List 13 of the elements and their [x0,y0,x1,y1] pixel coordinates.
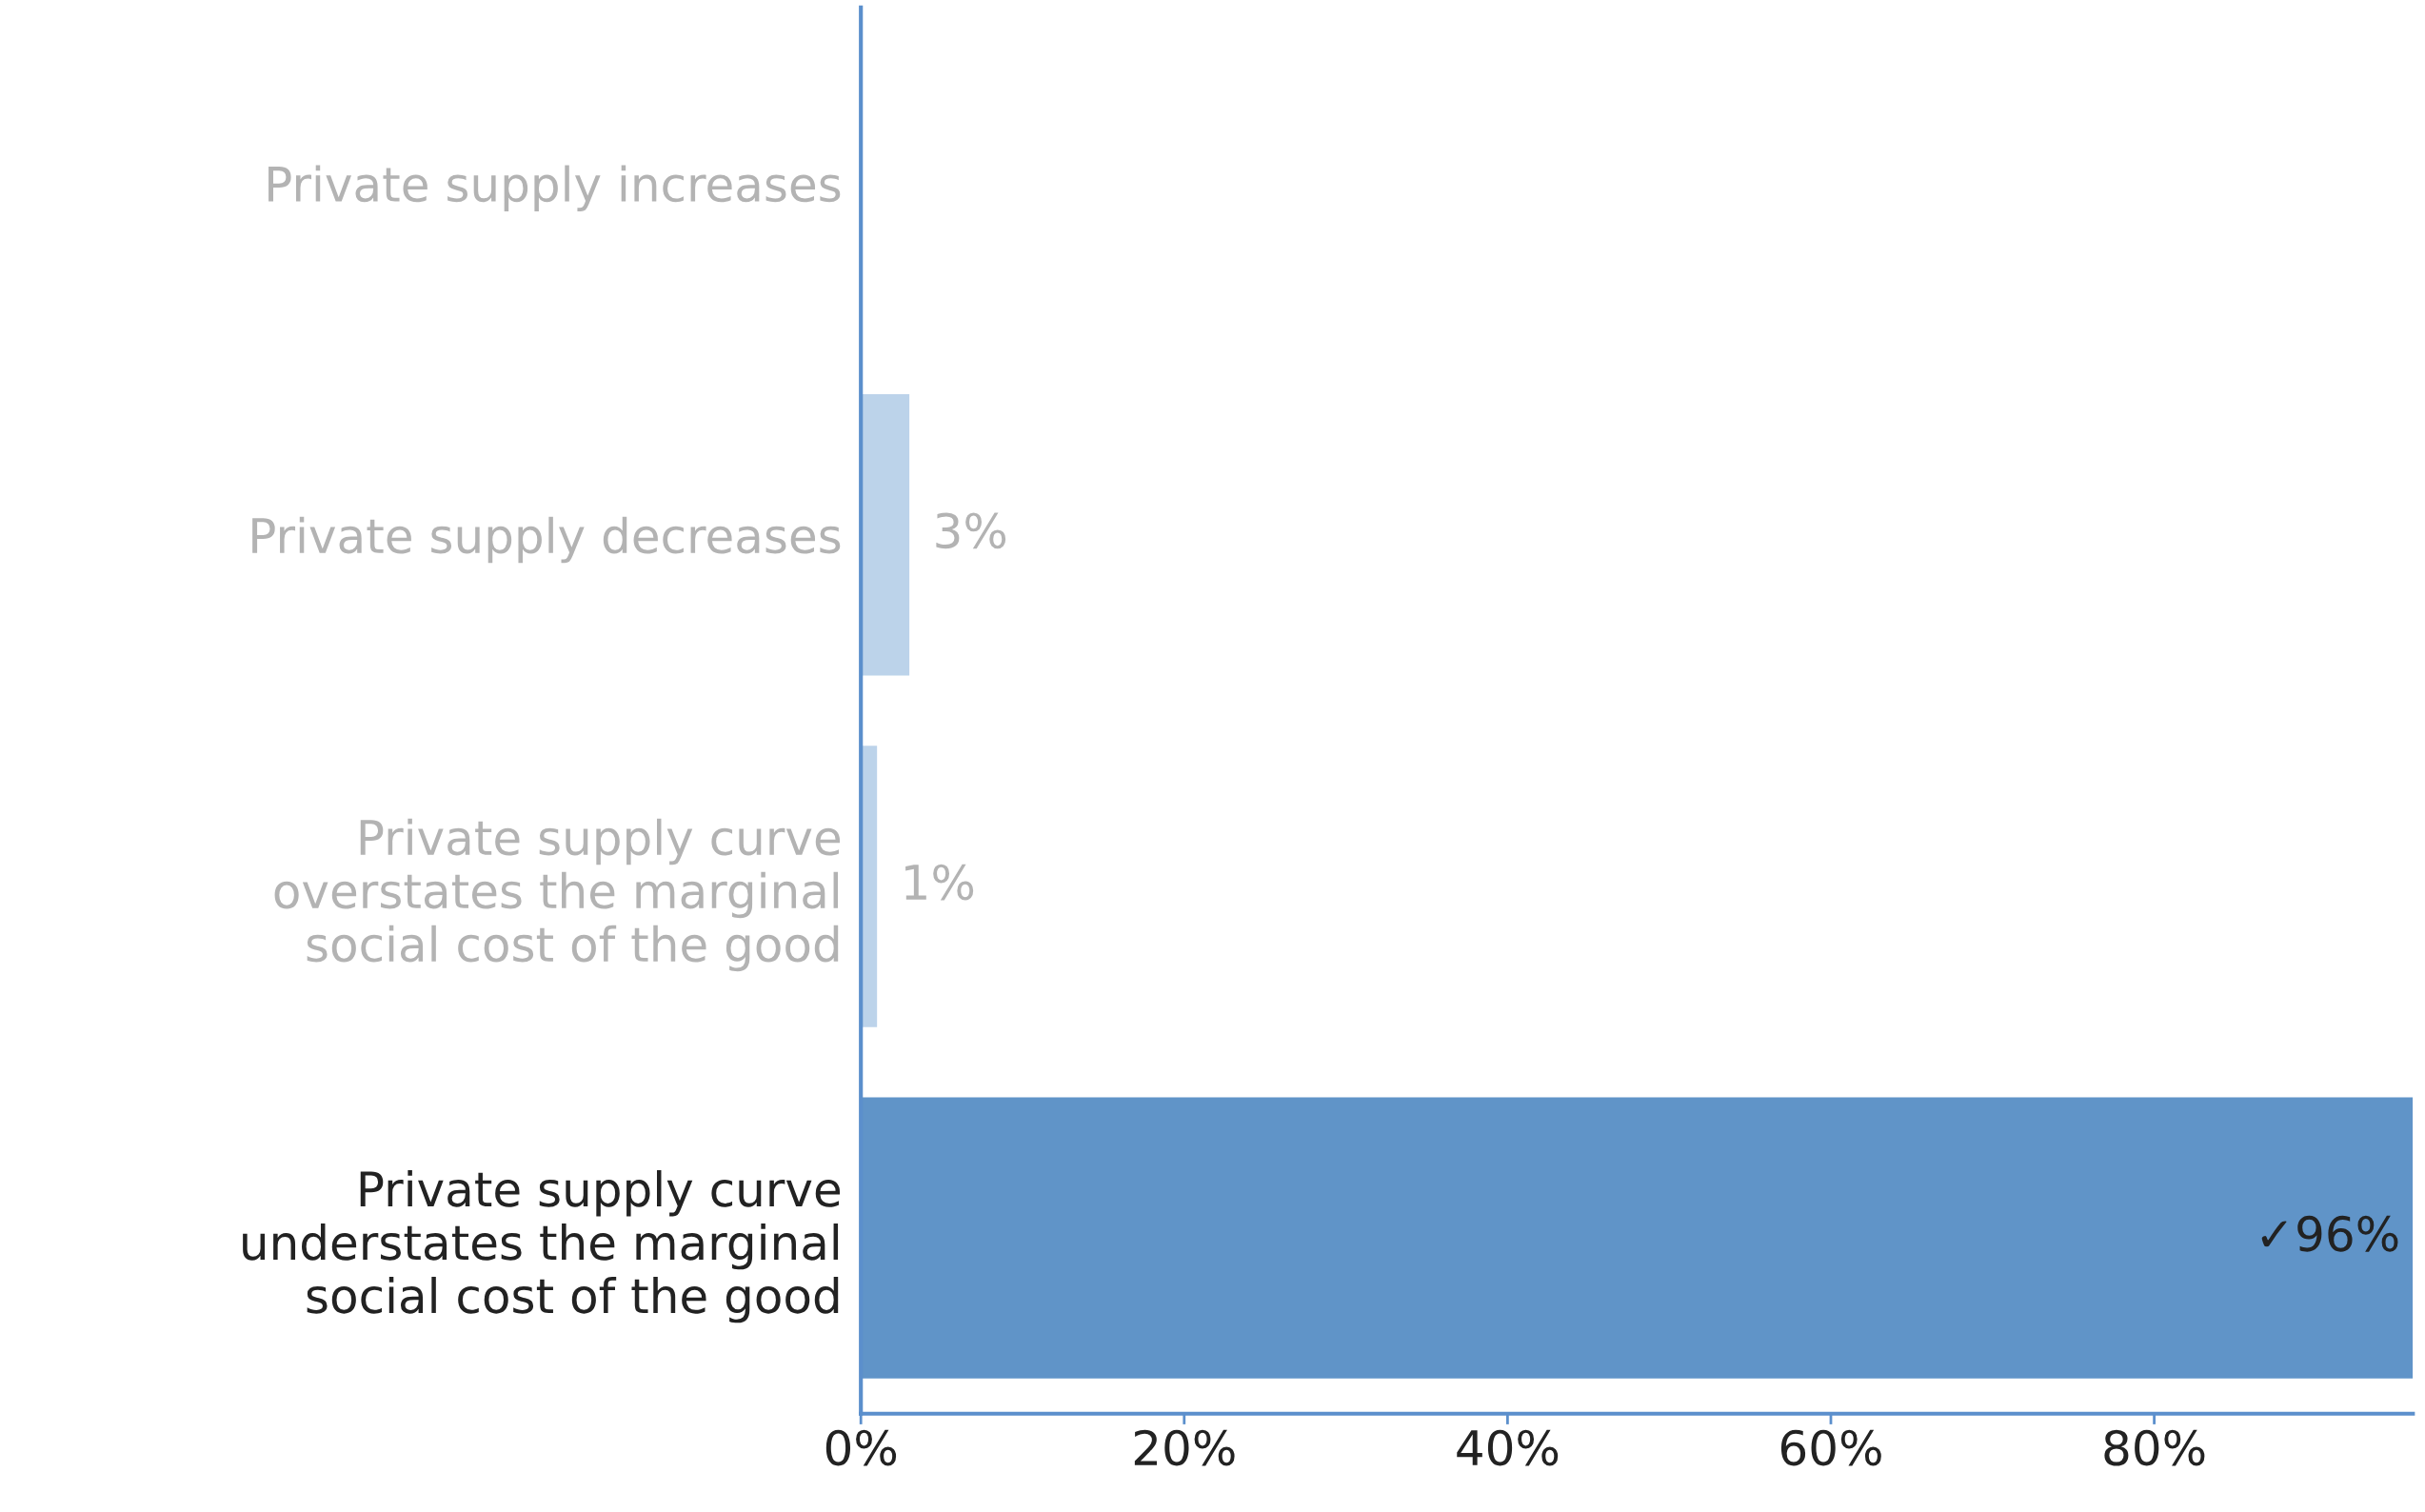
y-tick-label: Private supply decreases [252,516,841,564]
y-tick-label: Private supply curve overstates the marginal social cost of the good [274,818,841,972]
x-tick-label: 80% [2104,1429,2205,1466]
y-tick-label: Private supply increases [268,165,841,211]
data-label: ✓96% [2261,1215,2398,1252]
y-tick-label: Private supply curve understates the marginal social cost of the good [243,1169,841,1323]
data-label: 3% [936,512,1006,549]
x-tick-label: 20% [1134,1429,1235,1466]
x-tick-label: 40% [1457,1429,1559,1466]
x-tick-label: 60% [1780,1429,1881,1466]
data-label: 1% [905,864,974,901]
x-tick-label: 0% [825,1429,897,1466]
bar [861,394,910,676]
